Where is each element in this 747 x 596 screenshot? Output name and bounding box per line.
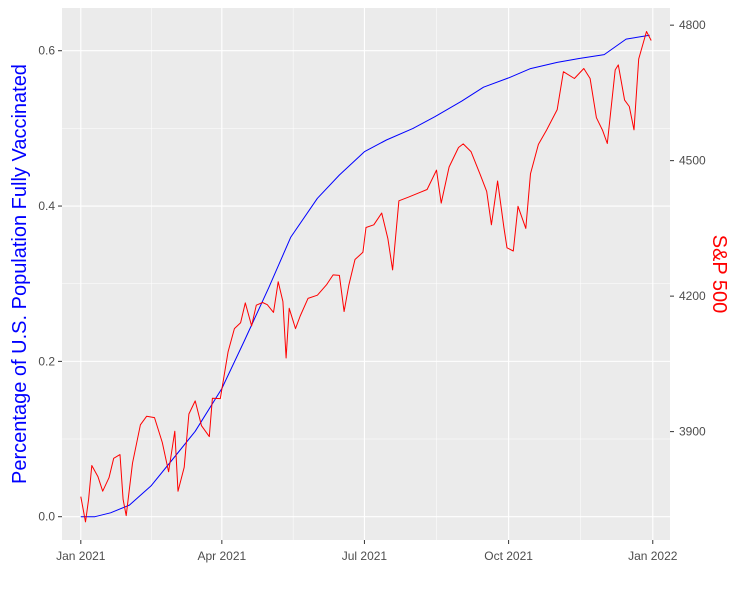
y-axis-right-label: S&P 500: [708, 235, 730, 314]
y-axis-left-label: Percentage of U.S. Population Fully Vacc…: [9, 64, 31, 484]
y-right-tick-label: 4200: [679, 289, 706, 303]
y-right-tick-label: 3900: [679, 425, 706, 439]
minor-grid: [62, 8, 670, 540]
x-tick-label: Oct 2021: [484, 549, 533, 563]
x-tick-label: Jul 2021: [342, 549, 388, 563]
y-left-tick-label: 0.0: [38, 510, 55, 524]
y-right-tick-label: 4800: [679, 18, 706, 32]
x-tick-label: Apr 2021: [197, 549, 246, 563]
sp500-line: [80, 31, 652, 523]
y-left-tick-label: 0.2: [38, 354, 55, 368]
x-tick-label: Jan 2022: [628, 549, 678, 563]
series-layer: [80, 31, 652, 523]
y-left-tick-label: 0.4: [38, 199, 55, 213]
x-tick-label: Jan 2021: [56, 549, 106, 563]
major-grid: [62, 8, 670, 540]
plot-panel: [62, 8, 670, 540]
axes: Jan 2021 Apr 2021 Jul 2021 Oct 2021 Jan 2022…: [38, 18, 706, 563]
vaccinated-line: [80, 34, 650, 518]
y-right-tick-label: 4500: [679, 154, 706, 168]
y-left-tick-label: 0.6: [38, 44, 55, 58]
